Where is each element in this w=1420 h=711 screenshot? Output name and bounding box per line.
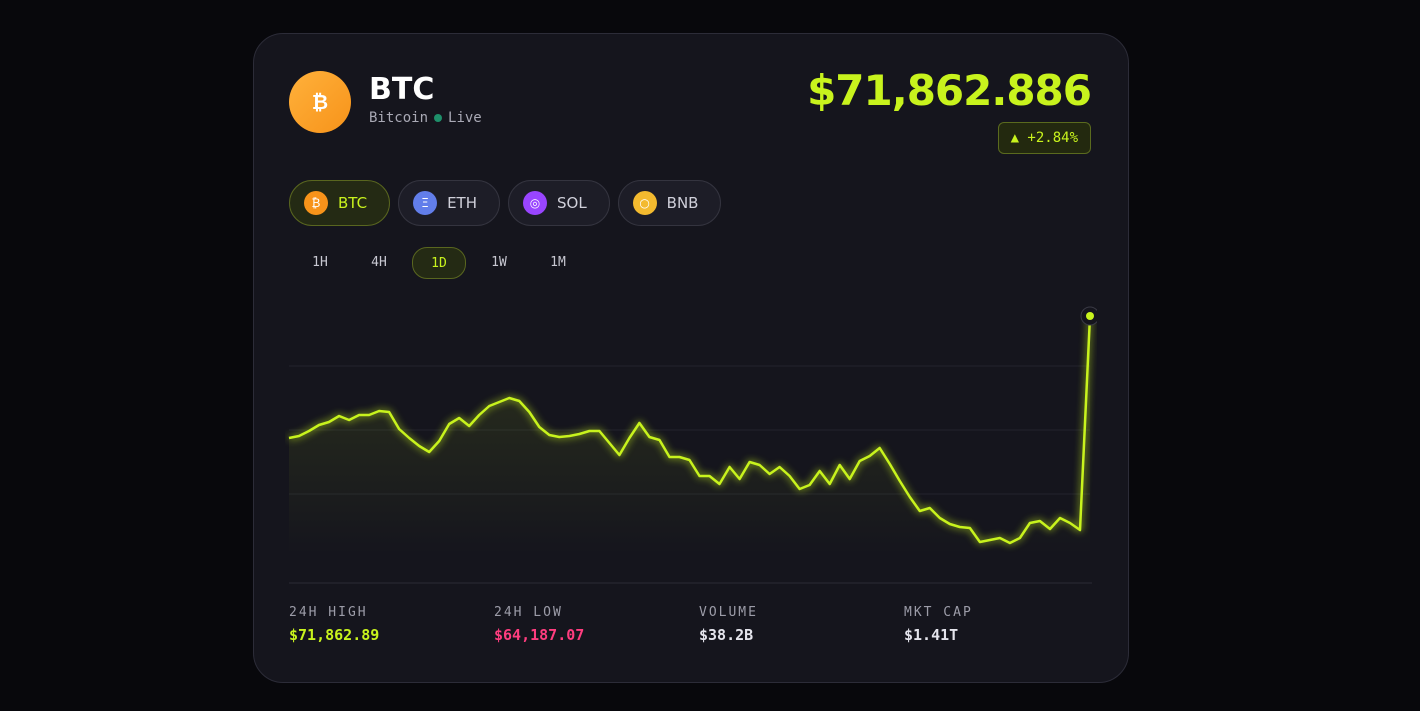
coin-icon: Ξ (413, 191, 438, 215)
change-badge: ▲ +2.84% (997, 122, 1091, 154)
symbol: BTC (369, 72, 435, 107)
stat: 24H HIGH $71,862.89 (289, 605, 494, 644)
range-tab[interactable]: 1W (491, 254, 507, 270)
stat-value: $1.41T (904, 626, 959, 644)
stat-value: $71,862.89 (289, 626, 380, 644)
coin-tab[interactable]: ◎ SOL (507, 180, 610, 226)
coin-tab[interactable]: ₿ BTC (289, 180, 391, 226)
stat-value: $38.2B (699, 626, 754, 644)
range-tab[interactable]: 1D (412, 247, 466, 279)
stat-label: 24H HIGH (289, 605, 368, 620)
area (289, 316, 1090, 555)
stat-label: 24H LOW (494, 605, 563, 620)
coin-tabs: ₿ BTC Ξ ETH ◎ SOL ○ BNB (289, 180, 722, 226)
coin-label: SOL (556, 194, 587, 212)
stat: MKT CAP $1.41T (904, 605, 1109, 644)
coin-logo: ₿ (289, 71, 351, 133)
stats: 24H HIGH $71,862.89 24H LOW $64,187.07 VOLUM… (289, 605, 1109, 644)
coin-icon: ₿ (304, 191, 328, 215)
range-tab[interactable]: 1H (312, 254, 328, 270)
coin-icon: ○ (632, 191, 657, 215)
card (253, 33, 1129, 683)
coin-label: BTC (338, 194, 368, 212)
range-tabs: 1H 4H 1D 1W 1M (294, 247, 584, 279)
price: $71,862.886 (807, 66, 1092, 115)
coin-tab[interactable]: Ξ ETH (398, 180, 500, 226)
stat: VOLUME $38.2B (699, 605, 904, 644)
stat-label: MKT CAP (904, 605, 973, 620)
stat: 24H LOW $64,187.07 (494, 605, 699, 644)
coin-name: Bitcoin (369, 110, 429, 126)
coin-label: ETH (447, 194, 477, 212)
status: Live (448, 110, 482, 126)
range-tab[interactable]: 1M (550, 254, 566, 270)
range-tab[interactable]: 4H (371, 254, 387, 270)
coin-label: BNB (666, 194, 699, 212)
subtitle: Bitcoin Live (369, 110, 482, 126)
stat-label: VOLUME (699, 605, 758, 620)
live-dot (434, 114, 443, 122)
coin-icon: ◎ (522, 191, 547, 215)
price-line (288, 315, 1092, 545)
stat-value: $64,187.07 (494, 626, 585, 644)
end-dot (1086, 312, 1094, 320)
coin-tab[interactable]: ○ BNB (617, 180, 722, 226)
chart (288, 306, 1097, 584)
